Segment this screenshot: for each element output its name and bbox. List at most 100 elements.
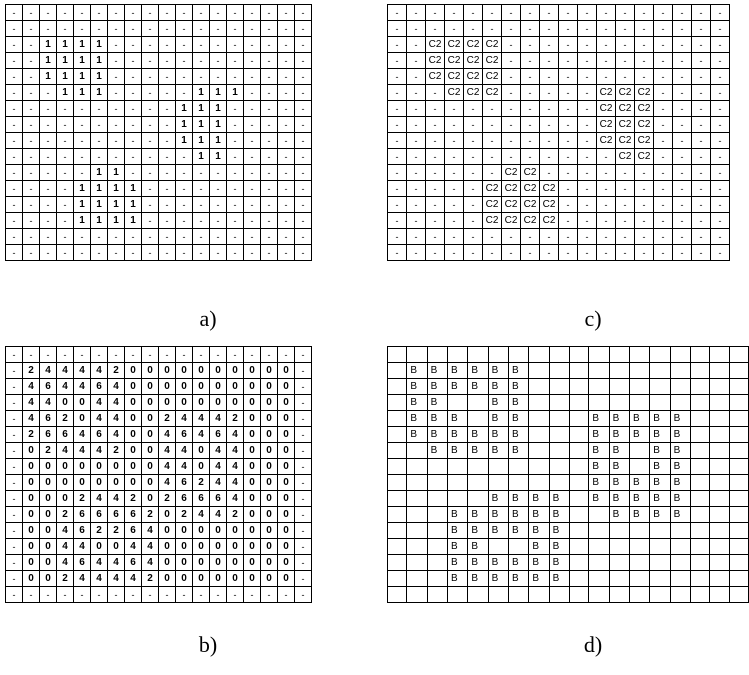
grid-cell [689,490,711,507]
grid-cell: - [5,148,23,165]
grid-cell: - [577,52,597,69]
grid-cell: - [653,228,673,245]
grid-cell: - [192,4,210,21]
grid-cell: - [5,132,23,149]
grid-cell [528,410,550,427]
grid-row: - - - C2 C2 C2- - - - - C2 C2 C2- - - - [387,84,730,101]
grid-cell: - [406,116,426,133]
grid-row: - - - - - C2 C2 C2 C2- - - - - - - - - [387,196,730,213]
grid-cell: 4 [90,442,108,459]
grid-cell: - [294,474,312,491]
grid-cell: 4 [226,426,244,443]
grid-cell [467,490,489,507]
grid-cell: - [141,346,159,363]
grid-cell: B [588,442,610,459]
grid-cell [709,490,730,507]
grid-cell [689,362,711,379]
grid-cell: 0 [277,442,295,459]
grid-cell [649,522,671,539]
grid-cell [568,538,590,555]
grid-row: ------------------ [5,244,312,261]
grid-cell: - [124,228,142,245]
grid-cell: C2 [463,68,483,85]
grid-cell: - [5,196,23,213]
grid-cell: - [653,196,673,213]
grid-cell: 2 [56,570,74,587]
grid-cell [406,506,428,523]
grid-cell: - [5,522,23,539]
grid-cell: - [596,68,616,85]
grid-cell [548,394,570,411]
grid-cell: - [520,68,540,85]
grid-cell: 2 [141,506,159,523]
grid-cell: - [444,180,464,197]
grid-cell: - [710,36,730,53]
grid-cell: B [446,570,469,587]
grid-cell: - [141,148,159,165]
grid-cell: 1 [73,196,91,213]
grid-cell: - [634,4,654,21]
grid-cell: - [672,196,692,213]
grid-cell [467,346,489,363]
grid-cell: 1 [107,164,125,181]
grid-cell: 1 [90,180,108,197]
grid-cell: - [577,196,597,213]
grid-cell: 0 [277,506,295,523]
grid-cell: - [577,148,597,165]
grid-cell: - [387,228,407,245]
grid-cell: - [653,36,673,53]
grid-cell: - [56,148,74,165]
grid-cell: B [446,410,469,427]
grid-cell: - [653,164,673,181]
grid-cell: - [141,132,159,149]
grid-cell: 4 [56,442,74,459]
grid-cell: - [90,228,108,245]
grid-cell: 1 [192,84,210,101]
grid-cell: 4 [175,442,193,459]
grid-cell [588,538,610,555]
grid-cell: - [226,164,244,181]
grid-cell [406,442,428,459]
grid-row: ------------------ [387,228,730,245]
grid-cell: - [425,228,445,245]
grid-cell: - [124,164,142,181]
grid-cell: - [672,36,692,53]
grid-cell: - [425,196,445,213]
grid-cell: 0 [141,362,159,379]
grid-cell: - [158,100,176,117]
grid-cell: - [107,228,125,245]
grid-cell: - [387,244,407,261]
grid-cell: - [444,4,464,21]
grid-cell: 2 [226,506,244,523]
grid-cell: - [277,346,295,363]
grid-cell: 0 [260,378,278,395]
grid-cell: 0 [243,458,261,475]
grid-cell: 0 [209,570,227,587]
grid-cell: - [141,100,159,117]
grid-cell [406,490,428,507]
grid-cell: - [209,20,227,37]
grid-cell: B [649,442,671,459]
grid-cell [608,554,630,571]
grid-cell: 2 [39,442,57,459]
grid-cell: - [387,4,407,21]
grid-cell: 1 [192,100,210,117]
grid-cell: C2 [425,36,445,53]
grid-cell: - [124,52,142,69]
grid-cell: - [653,180,673,197]
grid-cell [689,346,711,363]
grid-cell: 1 [175,100,193,117]
grid-cell: - [124,346,142,363]
grid-cell: C2 [482,52,502,69]
grid-cell: 4 [39,394,57,411]
grid-cell: - [539,116,559,133]
grid-cell: - [558,68,578,85]
grid-cell: 0 [141,458,159,475]
grid-cell: 4 [209,506,227,523]
